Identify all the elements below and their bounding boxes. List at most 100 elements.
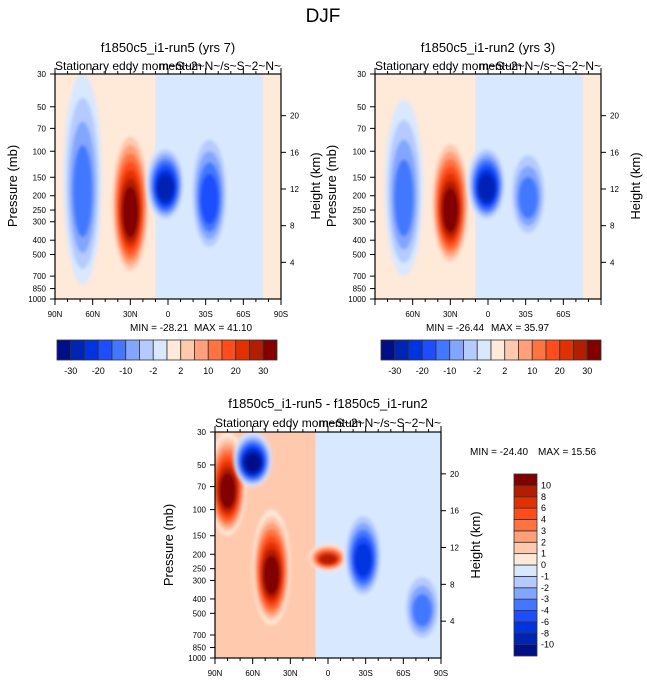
y-axis-right-label: Height (km) bbox=[628, 152, 643, 219]
colorbar-label: -2 bbox=[541, 583, 549, 593]
y-tick-label: 1000 bbox=[28, 295, 46, 304]
colorbar-box bbox=[421, 339, 437, 361]
contour-level bbox=[518, 176, 539, 219]
colorbar-box bbox=[97, 339, 113, 361]
height-tick-label: 20 bbox=[290, 112, 299, 121]
contour-level bbox=[263, 555, 280, 595]
colorbar-label: 2 bbox=[178, 366, 183, 376]
y-tick-label: 30 bbox=[37, 70, 46, 79]
height-tick-label: 8 bbox=[450, 580, 455, 589]
height-tick-label: 12 bbox=[610, 185, 619, 194]
x-tick-label: 60S bbox=[236, 310, 250, 319]
y-axis-right-label: Height (km) bbox=[468, 511, 483, 578]
colorbar-box bbox=[513, 621, 538, 634]
colorbar-box bbox=[513, 632, 538, 646]
y-tick-label: 300 bbox=[193, 576, 207, 585]
colorbar-box bbox=[449, 339, 464, 361]
right-string: m~S~2~N~/s~S~2~N~ bbox=[319, 416, 441, 430]
height-tick-label: 4 bbox=[610, 258, 615, 267]
colorbar-label: 10 bbox=[527, 366, 537, 376]
x-tick-label: 30N bbox=[123, 310, 138, 319]
panel-title: f1850c5_i1-run5 (yrs 7) bbox=[101, 40, 235, 55]
colorbar-box bbox=[70, 339, 85, 361]
colorbar-box bbox=[152, 339, 168, 361]
colorbar-label: 8 bbox=[541, 492, 546, 502]
contour-feature bbox=[190, 128, 229, 255]
colorbar-label: 1 bbox=[541, 549, 546, 559]
colorbar-label: -8 bbox=[541, 628, 549, 638]
colorbar-label: 20 bbox=[555, 366, 565, 376]
contour-feature bbox=[402, 568, 441, 644]
x-tick-label: 0 bbox=[486, 310, 491, 319]
x-tick-label: 0 bbox=[326, 669, 331, 678]
y-tick-label: 200 bbox=[33, 192, 47, 201]
colorbar-box bbox=[476, 339, 492, 361]
contour-feature bbox=[63, 74, 102, 285]
y-tick-label: 200 bbox=[353, 192, 367, 201]
min-label: MIN = -24.40 bbox=[470, 447, 529, 458]
right-string: m~S~2~N~/s~S~2~N~ bbox=[479, 59, 601, 73]
height-tick-label: 20 bbox=[450, 470, 459, 479]
colorbar-label: 6 bbox=[541, 503, 546, 513]
panel-run2: f1850c5_i1-run2 (yrs 3) Stationary eddy … bbox=[324, 40, 643, 376]
colorbar-label: 30 bbox=[582, 366, 592, 376]
colorbar-label: -2 bbox=[149, 366, 157, 376]
height-tick-label: 8 bbox=[290, 222, 295, 231]
colorbar-box bbox=[84, 339, 99, 361]
min-label: MIN = -26.44 bbox=[426, 323, 485, 334]
colorbar-label: 4 bbox=[541, 515, 546, 525]
colorbar-box bbox=[513, 587, 538, 600]
y-tick-label: 500 bbox=[33, 251, 47, 260]
contour-level bbox=[72, 145, 93, 238]
x-tick-label: 90N bbox=[208, 669, 223, 678]
colorbar-label: -4 bbox=[541, 606, 549, 616]
y-tick-label: 300 bbox=[353, 218, 367, 227]
colorbar-box bbox=[513, 644, 538, 657]
colorbar-box bbox=[221, 339, 237, 361]
y-tick-label: 50 bbox=[197, 461, 206, 470]
colorbar-box bbox=[513, 575, 538, 589]
y-tick-label: 700 bbox=[193, 631, 207, 640]
contour-level bbox=[354, 543, 372, 577]
y-tick-label: 400 bbox=[33, 236, 47, 245]
y-tick-label: 850 bbox=[353, 285, 367, 294]
colorbar-box bbox=[513, 530, 538, 543]
colorbar-label: -30 bbox=[388, 366, 401, 376]
colorbar-label: -20 bbox=[92, 366, 105, 376]
contour-feature bbox=[111, 128, 150, 277]
colorbar-label: 2 bbox=[502, 366, 507, 376]
colorbar-box bbox=[531, 339, 547, 361]
x-tick-label: 0 bbox=[166, 310, 171, 319]
contour-level bbox=[412, 593, 433, 627]
colorbar-label: 10 bbox=[203, 366, 213, 376]
colorbar-box bbox=[490, 339, 506, 361]
panel-difference: f1850c5_i1-run5 - f1850c5_i1-run2 Statio… bbox=[161, 396, 597, 678]
right-string: m~S~2~N~/s~S~2~N~ bbox=[159, 59, 281, 73]
contour-feature bbox=[233, 432, 272, 487]
height-tick-label: 8 bbox=[610, 222, 615, 231]
colorbar: -30 -20 -10 -2 2 10 20 30 bbox=[56, 339, 278, 376]
y-tick-label: 400 bbox=[193, 595, 207, 604]
x-tick-label: 30S bbox=[519, 310, 533, 319]
y-tick-label: 100 bbox=[353, 147, 367, 156]
colorbar-box bbox=[513, 473, 538, 486]
y-tick-label: 150 bbox=[193, 532, 207, 541]
x-tick-label: 30S bbox=[359, 669, 373, 678]
x-tick-label: 60S bbox=[396, 669, 410, 678]
y-tick-label: 100 bbox=[33, 147, 47, 156]
colorbar-label: -30 bbox=[64, 366, 77, 376]
y-tick-label: 150 bbox=[353, 173, 367, 182]
contour-level bbox=[156, 174, 174, 202]
figure-title: DJF bbox=[306, 6, 341, 27]
colorbar-box bbox=[235, 339, 250, 361]
panel-run5: f1850c5_i1-run5 (yrs 7) Stationary eddy … bbox=[5, 40, 323, 376]
y-tick-label: 70 bbox=[37, 124, 46, 133]
max-label: MAX = 15.56 bbox=[538, 447, 597, 458]
colorbar-box bbox=[513, 496, 538, 509]
height-tick-label: 4 bbox=[290, 258, 295, 267]
y-axis-label: Pressure (mb) bbox=[161, 504, 176, 586]
x-tick-label: 90S bbox=[274, 310, 288, 319]
colorbar-box bbox=[463, 339, 478, 361]
x-tick-label: 60N bbox=[245, 669, 260, 678]
height-tick-label: 20 bbox=[610, 112, 619, 121]
